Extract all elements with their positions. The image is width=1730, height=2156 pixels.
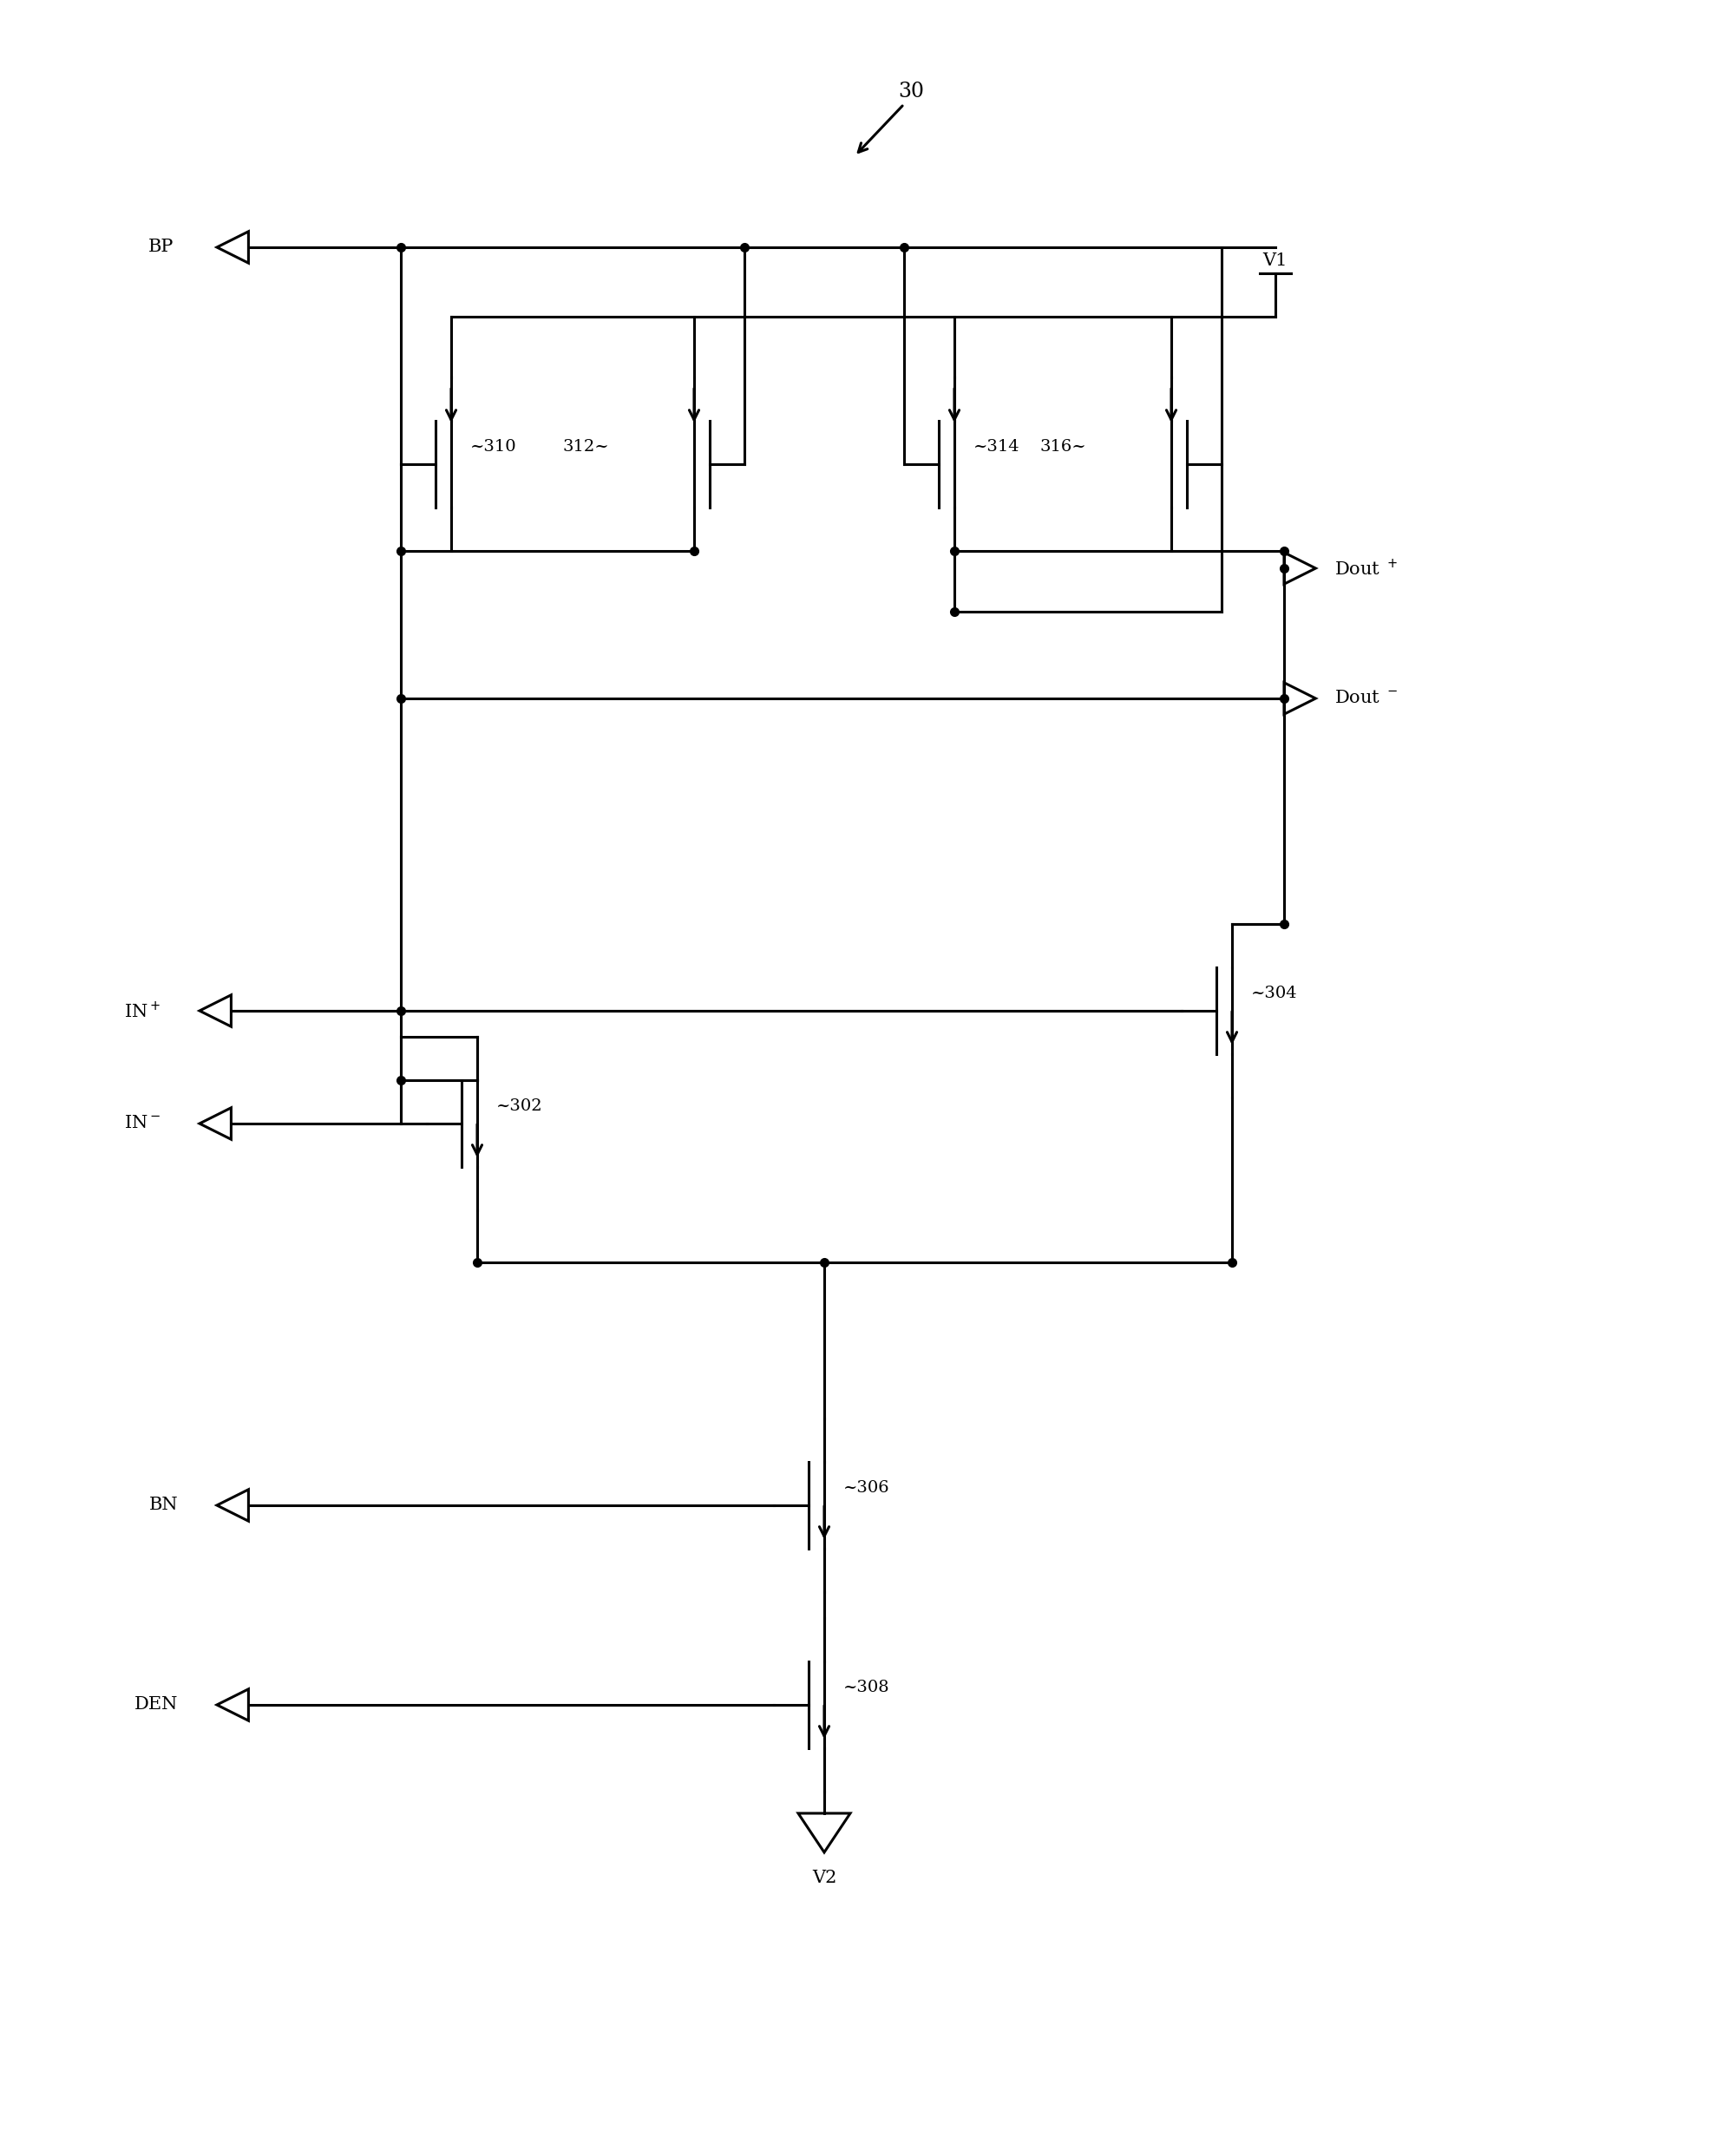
Text: ~308: ~308 bbox=[843, 1680, 889, 1695]
Text: 316~: 316~ bbox=[1040, 440, 1086, 455]
Text: ~306: ~306 bbox=[843, 1481, 889, 1496]
Text: V2: V2 bbox=[811, 1869, 837, 1886]
Text: 312~: 312~ bbox=[562, 440, 609, 455]
Text: V1: V1 bbox=[1263, 252, 1287, 270]
Text: ~310: ~310 bbox=[471, 440, 517, 455]
Text: IN$^+$: IN$^+$ bbox=[125, 1000, 161, 1022]
Text: Dout $^-$: Dout $^-$ bbox=[1334, 690, 1398, 707]
Text: ~302: ~302 bbox=[497, 1097, 543, 1115]
Text: BP: BP bbox=[149, 239, 173, 257]
Text: ~304: ~304 bbox=[1251, 985, 1298, 1000]
Text: BN: BN bbox=[149, 1496, 178, 1514]
Text: ~314: ~314 bbox=[974, 440, 1021, 455]
Text: IN$^-$: IN$^-$ bbox=[125, 1115, 161, 1132]
Text: 30: 30 bbox=[898, 82, 924, 101]
Text: Dout $^+$: Dout $^+$ bbox=[1334, 558, 1398, 578]
Text: DEN: DEN bbox=[135, 1697, 178, 1714]
